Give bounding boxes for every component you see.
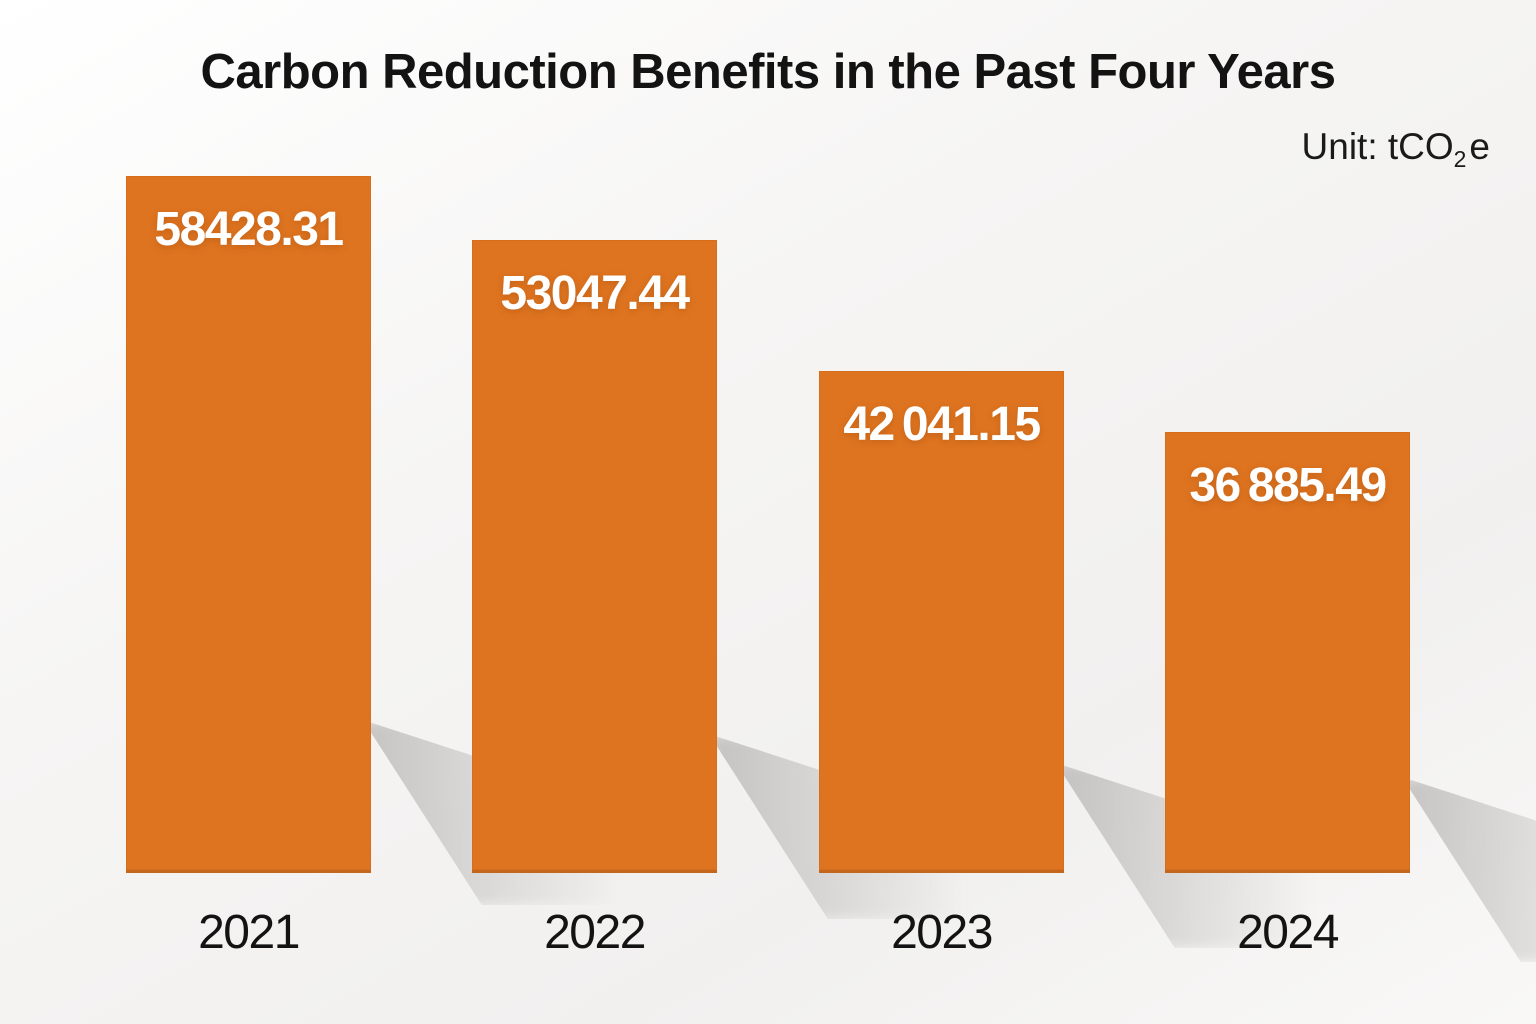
unit-suffix: e — [1469, 126, 1490, 167]
bar-shadow-2024 — [1402, 777, 1536, 962]
bar-value-label-2022: 53047.44 — [500, 267, 690, 320]
x-tick-2024: 2024 — [1237, 906, 1339, 959]
bar-value-label-2023: 42 041.15 — [843, 398, 1041, 451]
chart-title: Carbon Reduction Benefits in the Past Fo… — [200, 45, 1337, 99]
bar-value-label-2021: 58428.31 — [154, 203, 344, 256]
x-tick-2023: 2023 — [891, 906, 993, 959]
x-tick-2022: 2022 — [544, 906, 646, 959]
unit-label: Unit: tCO2e — [1301, 126, 1490, 171]
unit-subscript: 2 — [1453, 146, 1467, 173]
x-tick-2021: 2021 — [198, 906, 300, 959]
bar-2024: 36 885.49 — [1165, 432, 1410, 873]
bar-value-label-2024: 36 885.49 — [1189, 459, 1387, 512]
bar-2023: 42 041.15 — [819, 371, 1064, 873]
bar-2022: 53047.44 — [472, 240, 717, 873]
unit-prefix: Unit: tCO — [1301, 126, 1454, 167]
bar-2021: 58428.31 — [126, 176, 371, 873]
